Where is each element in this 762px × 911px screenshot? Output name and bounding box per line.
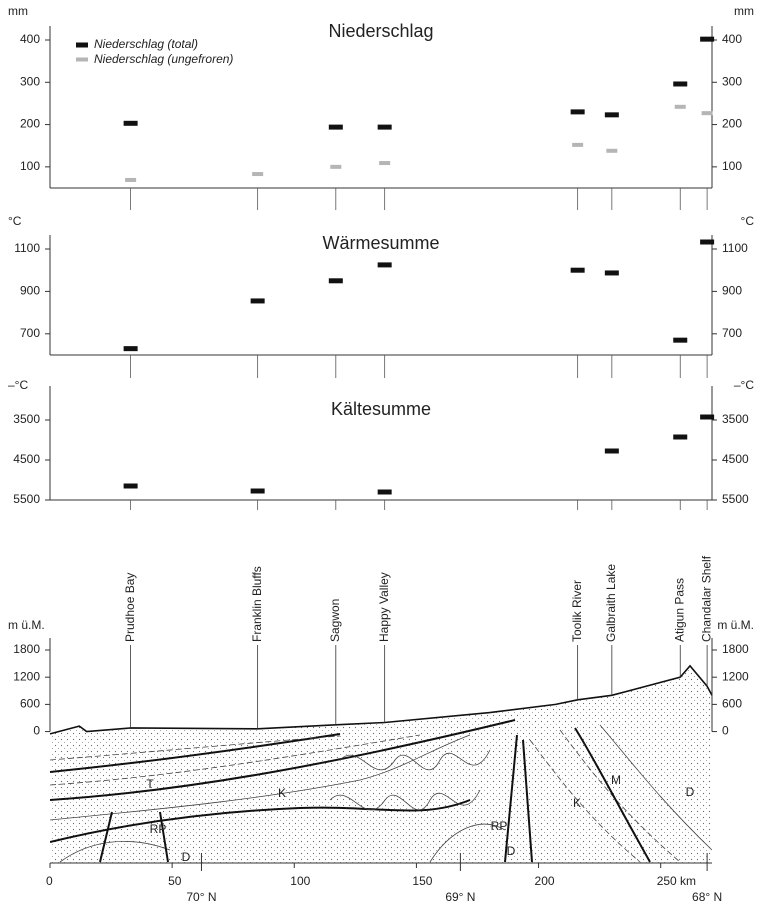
unit-label: mm [734,4,754,18]
legend-label: Niederschlag (total) [94,37,198,51]
data-marker [379,161,390,165]
y-tick-label: 200 [722,117,742,131]
x-tick-label: 250 km [657,874,696,888]
data-marker [700,415,714,420]
data-marker [673,338,687,343]
station-name: Happy Valley [377,572,391,642]
data-marker [606,149,617,153]
unit-label: mm [8,4,28,18]
y-tick-label: 200 [20,117,40,131]
panel-title: Kältesumme [331,399,431,419]
y-tick-label: 5500 [722,492,749,506]
y-tick-label: 3500 [722,412,749,426]
data-marker [378,125,392,130]
y-tick-label: 1800 [13,642,40,656]
data-marker [571,109,585,114]
latitude-label: 69° N [445,890,475,904]
chart: Niederschlag mm mm 100 100 200 200 300 300 400 400… [0,0,762,906]
data-marker [605,449,619,454]
latitude-label: 68° N [692,890,722,904]
layer-label: RP [491,819,508,833]
data-marker [125,178,136,182]
data-marker [675,105,686,109]
data-marker [605,270,619,275]
unit-label: °C [8,214,22,228]
unit-label: –°C [734,378,754,392]
data-marker [378,490,392,495]
x-tick-label: 150 [412,874,432,888]
latitude-label: 70° N [186,890,216,904]
y-tick-label: 900 [722,284,742,298]
y-tick-label: 3500 [13,412,40,426]
layer-label: D [182,850,191,864]
station-name: Galbraith Lake [604,564,618,642]
station-name: Prudhoe Bay [123,573,137,642]
y-tick-label: 1800 [722,642,749,656]
data-marker [252,172,263,176]
y-tick-label: 600 [20,697,40,711]
y-tick-label: 900 [20,284,40,298]
data-marker [673,435,687,440]
layer-label: K [573,796,581,810]
data-marker [700,240,714,245]
x-tick-label: 50 [168,874,182,888]
y-tick-label: 700 [722,326,742,340]
unit-label: m ü.M. [717,618,754,632]
station-name: Franklin Bluffs [250,566,264,642]
layer-label: D [507,844,516,858]
y-tick-label: 600 [722,697,742,711]
layer-label: D [686,785,695,799]
data-marker [571,268,585,273]
data-marker [605,112,619,117]
y-tick-label: 100 [20,159,40,173]
x-tick-label: 0 [46,874,53,888]
unit-label: m ü.M. [8,618,45,632]
y-tick-label: 300 [20,74,40,88]
legend-swatch [76,58,88,62]
station-name: Sagwon [328,599,342,642]
x-tick-label: 100 [290,874,310,888]
data-marker [378,262,392,267]
y-tick-label: 0 [33,724,40,738]
y-tick-label: 400 [722,32,742,46]
y-tick-label: 700 [20,326,40,340]
data-marker [124,484,138,489]
panel-title: Wärmesumme [322,233,439,253]
data-marker [673,81,687,86]
y-tick-label: 1200 [13,669,40,683]
y-tick-label: 100 [722,159,742,173]
y-tick-label: 5500 [13,492,40,506]
unit-label: –°C [8,378,28,392]
y-tick-label: 400 [20,32,40,46]
y-tick-label: 1100 [14,241,40,255]
x-tick-label: 200 [535,874,555,888]
data-marker [700,37,714,42]
layer-label: M [611,773,621,787]
unit-label: °C [741,214,755,228]
data-marker [124,121,138,126]
data-marker [702,111,713,115]
layer-label: RP [150,822,167,836]
y-tick-label: 300 [722,74,742,88]
data-marker [251,489,265,494]
station-name: Atigun Pass [672,578,686,642]
data-marker [329,278,343,283]
y-tick-label: 0 [722,724,729,738]
y-tick-label: 4500 [722,452,749,466]
data-marker [572,143,583,147]
station-name: Chandalar Shelf [699,555,713,642]
data-marker [329,125,343,130]
y-tick-label: 1100 [722,241,748,255]
y-tick-label: 4500 [13,452,40,466]
data-marker [251,298,265,303]
legend-swatch [76,43,88,48]
y-tick-label: 1200 [722,669,749,683]
data-marker [124,346,138,351]
legend-label: Niederschlag (ungefroren) [94,52,233,66]
data-marker [330,165,341,169]
station-name: Toolik River [570,580,584,642]
layer-label: K [278,786,286,800]
layer-label: T [146,777,154,791]
panel-title: Niederschlag [328,21,433,41]
